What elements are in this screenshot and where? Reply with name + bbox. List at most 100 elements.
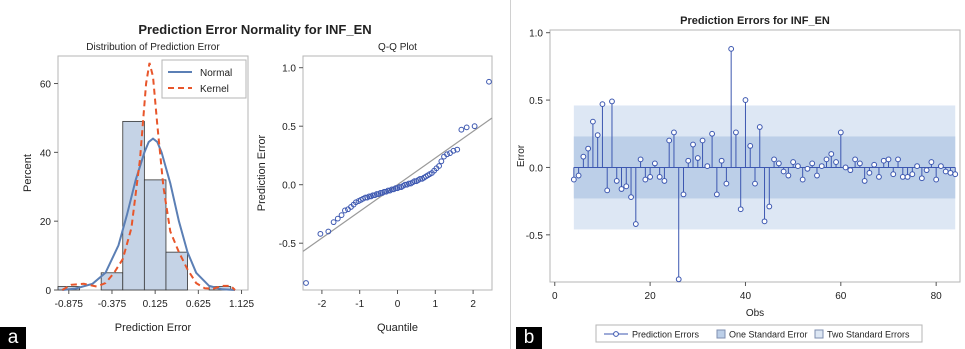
pe-point bbox=[928, 159, 935, 165]
legend-normal-label: Normal bbox=[200, 68, 232, 79]
pe-point bbox=[818, 163, 825, 170]
qq-point bbox=[486, 78, 492, 85]
pe-point bbox=[680, 191, 687, 198]
pe-point bbox=[709, 130, 715, 137]
pe-point bbox=[675, 276, 682, 283]
pe-point bbox=[914, 163, 920, 170]
pe-point bbox=[785, 172, 792, 179]
pe-point bbox=[742, 97, 749, 103]
pe-point bbox=[628, 194, 634, 201]
qq-point bbox=[353, 199, 359, 206]
pe-point bbox=[814, 172, 820, 179]
pe-point bbox=[604, 187, 611, 194]
hist-bar bbox=[122, 120, 145, 291]
pe-point bbox=[885, 156, 892, 163]
pe-point bbox=[761, 218, 768, 225]
pe-point bbox=[704, 163, 711, 170]
qq-point bbox=[436, 163, 442, 169]
pe-point bbox=[895, 156, 901, 163]
pe-point bbox=[632, 221, 639, 227]
qq-x-tick-label: -2 bbox=[317, 299, 326, 310]
qq-y-tick-label: 1.0 bbox=[282, 64, 296, 75]
pe-x-tick-label: 40 bbox=[740, 291, 752, 302]
pe-point bbox=[880, 157, 887, 164]
qq-point bbox=[385, 187, 391, 194]
pe-point bbox=[599, 101, 606, 108]
qq-point bbox=[450, 147, 457, 154]
pe-point bbox=[666, 137, 673, 144]
qq-point bbox=[330, 219, 337, 226]
pe-point bbox=[847, 167, 854, 174]
pe-point bbox=[570, 176, 577, 183]
qq-point bbox=[471, 123, 478, 130]
qq-point bbox=[342, 207, 348, 214]
hist-x-tick-label: 1.125 bbox=[229, 299, 254, 310]
legend-one-se-label: One Standard Error bbox=[729, 330, 808, 340]
legend-errors-swatch-marker bbox=[613, 331, 619, 337]
pe-point bbox=[642, 176, 649, 183]
hist-x-tick-label: 0.125 bbox=[143, 299, 168, 310]
pe-point bbox=[609, 98, 615, 105]
hist-bar bbox=[143, 179, 167, 291]
pe-point bbox=[766, 203, 773, 210]
pe-point bbox=[861, 178, 868, 184]
hist-y-tick-label: 20 bbox=[40, 217, 52, 228]
pe-point bbox=[856, 160, 863, 167]
hist-y-tick-label: 0 bbox=[45, 286, 51, 297]
pe-x-tick-label: 0 bbox=[552, 291, 558, 302]
qq-x-tick-label: -1 bbox=[355, 299, 364, 310]
panel-b-canvas: Prediction Errors for INF_EN -0.5 0.0 0.5 1.… bbox=[516, 15, 961, 343]
qq-point bbox=[454, 146, 461, 153]
pe-point bbox=[651, 160, 658, 167]
pe-point bbox=[852, 156, 859, 163]
qq-point bbox=[411, 178, 418, 185]
qq-point bbox=[447, 150, 453, 157]
qq-point bbox=[396, 184, 403, 190]
pe-point bbox=[795, 163, 801, 170]
figure-panel-b: Prediction Errors for INF_EN -0.5 0.0 0.5 1.… bbox=[512, 0, 965, 349]
pe-y-axis-label: Error bbox=[516, 144, 527, 167]
panel-a-tag: a bbox=[0, 327, 26, 349]
pe-frame bbox=[549, 29, 961, 283]
qq-point bbox=[373, 191, 380, 197]
pe-point bbox=[876, 173, 882, 180]
pe-point bbox=[837, 129, 844, 136]
qq-point bbox=[463, 124, 470, 131]
hist-x-tick-label: -0.875 bbox=[55, 299, 84, 310]
pe-point bbox=[828, 151, 835, 157]
pe-point bbox=[594, 132, 601, 139]
pe-point bbox=[585, 145, 592, 152]
pe-point bbox=[713, 191, 720, 198]
qq-point bbox=[444, 151, 450, 158]
pe-point bbox=[938, 163, 944, 170]
pe-point bbox=[661, 178, 668, 184]
pe-point bbox=[656, 173, 663, 180]
pe-point bbox=[733, 129, 739, 136]
pe-point bbox=[756, 124, 763, 130]
pe-point bbox=[923, 167, 930, 174]
pe-point bbox=[737, 206, 744, 213]
pe-point bbox=[823, 156, 830, 163]
pe-point bbox=[871, 161, 878, 168]
pe-point bbox=[618, 186, 625, 192]
qq-y-axis-label: Prediction Error bbox=[256, 134, 268, 211]
pe-point bbox=[694, 155, 701, 161]
normal-curve bbox=[62, 137, 236, 291]
qq-point bbox=[381, 188, 388, 195]
qq-point bbox=[438, 158, 445, 165]
qq-point bbox=[388, 186, 395, 193]
hist-x-tick-label: -0.375 bbox=[98, 299, 127, 310]
qq-reference-line bbox=[302, 117, 493, 252]
pe-point bbox=[866, 169, 873, 176]
legend-two-se-label: Two Standard Errors bbox=[827, 330, 910, 340]
qq-x-tick-label: 0 bbox=[395, 299, 401, 310]
qq-point bbox=[325, 228, 332, 235]
pe-y-tick-label: 0.5 bbox=[529, 96, 543, 107]
pe-point bbox=[723, 180, 730, 187]
panel-a-title: Prediction Error Normality for INF_EN bbox=[138, 22, 371, 37]
pe-title: Prediction Errors for INF_EN bbox=[680, 15, 830, 27]
pe-point bbox=[728, 45, 735, 52]
pe-point bbox=[747, 142, 754, 149]
pe-point bbox=[590, 118, 596, 125]
qq-frame bbox=[302, 55, 493, 291]
